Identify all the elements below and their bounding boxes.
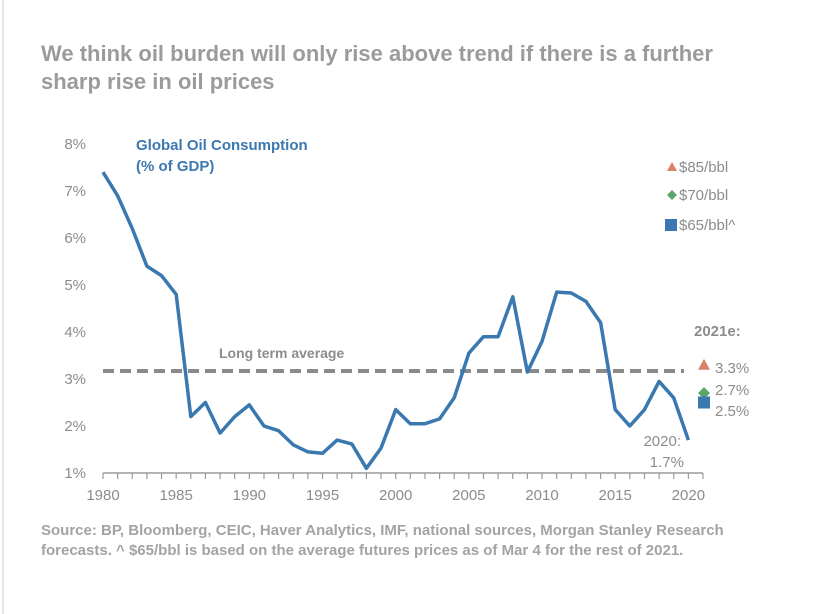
y-tick-label: 8% [64,136,86,153]
x-tick-label: 2020 [672,487,705,504]
estimate-value-label: 3.3% [715,360,749,377]
x-tick-label: 1995 [306,487,339,504]
x-axis-ticks: 1980 1985 1990 1995 2000 2005 2010 2015 2020 [86,487,705,504]
estimate-marker-triangle [698,358,710,370]
annotation-2020-year: 2020: [643,433,681,450]
y-tick-label: 6% [64,230,86,247]
long-term-average-label: Long term average [219,345,344,361]
x-tick-label: 2000 [379,487,412,504]
source-note: Source: BP, Bloomberg, CEIC, Haver Analy… [41,522,724,559]
series-title-line2: (% of GDP) [136,158,214,175]
y-tick-label: 3% [64,371,86,388]
estimates-2021: 3.3% 2.7% 2.5% [698,358,749,420]
x-tick-label: 1990 [233,487,266,504]
estimate-value-label: 2.7% [715,382,749,399]
x-tick-label: 1985 [159,487,192,504]
legend-marker-square [665,219,677,231]
chart-title: We think oil burden will only rise above… [41,41,713,94]
annotation-2020-value: 1.7% [650,454,684,471]
x-tick-label: 2010 [525,487,558,504]
estimates-heading: 2021e: [694,323,741,340]
y-tick-label: 7% [64,183,86,200]
estimate-value-label: 2.5% [715,403,749,420]
legend-marker-triangle [667,162,677,171]
series-title-line1: Global Oil Consumption [136,137,308,154]
legend: $85/bbl $70/bbl $65/bbl^ [665,159,735,234]
x-tick-label: 2005 [452,487,485,504]
y-tick-label: 4% [64,324,86,341]
series-line-oil-consumption [101,171,691,471]
series-points [102,172,689,469]
y-tick-label: 1% [64,465,86,482]
x-axis [102,472,704,479]
y-axis-ticks: 1% 2% 3% 4% 5% 6% 7% 8% [64,136,86,482]
y-tick-label: 5% [64,277,86,294]
estimate-marker-square [698,396,710,409]
legend-label: $65/bbl^ [679,217,735,234]
legend-marker-diamond [667,190,677,200]
legend-label: $70/bbl [679,187,728,204]
x-tick-label: 2015 [599,487,632,504]
estimate-marker-diamond [698,387,710,400]
x-tick-label: 1980 [86,487,119,504]
y-tick-label: 2% [64,418,86,435]
legend-label: $85/bbl [679,159,728,176]
left-border [2,0,4,614]
